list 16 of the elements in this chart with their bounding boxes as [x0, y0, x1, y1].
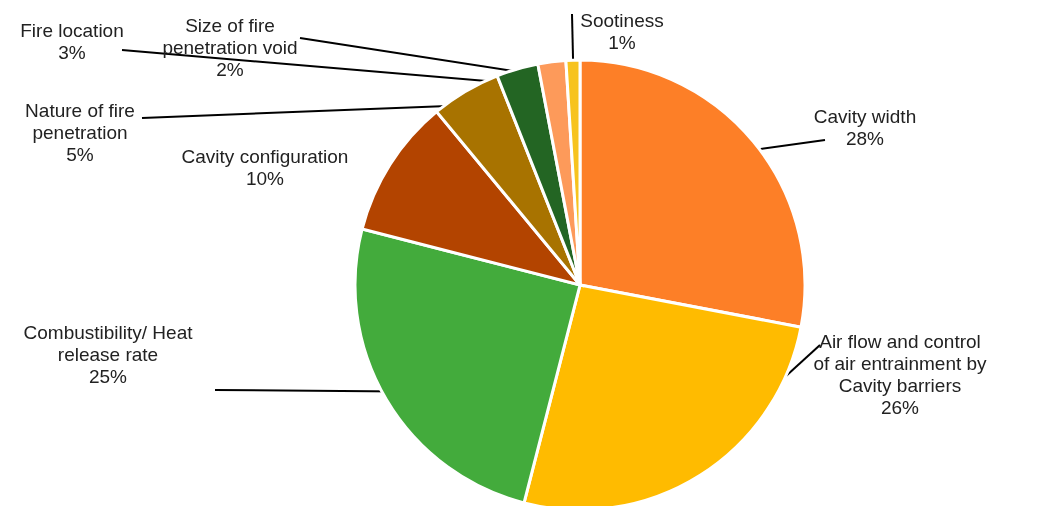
- slice-label: Nature of fire penetration: [25, 100, 135, 143]
- slice-label: Combustibility/ Heat release rate: [23, 322, 194, 365]
- slice-label: Air flow and control of air entrainment by Cavity barriers: [813, 331, 988, 396]
- slice-label: Fire location: [20, 20, 124, 41]
- slice-label: Cavity configuration: [181, 146, 349, 167]
- data-label: 26%: [880, 397, 920, 418]
- data-label: 5%: [66, 144, 94, 165]
- data-label: 28%: [845, 128, 885, 149]
- slice-label: Sootiness: [580, 10, 664, 31]
- data-label: 10%: [245, 168, 285, 189]
- slice-label: Cavity width: [813, 106, 917, 127]
- data-label: 3%: [58, 42, 86, 63]
- data-label: 2%: [216, 59, 244, 80]
- data-label: 1%: [608, 32, 636, 53]
- data-label: 25%: [88, 366, 128, 387]
- slice-label: Size of fire penetration void: [162, 15, 298, 58]
